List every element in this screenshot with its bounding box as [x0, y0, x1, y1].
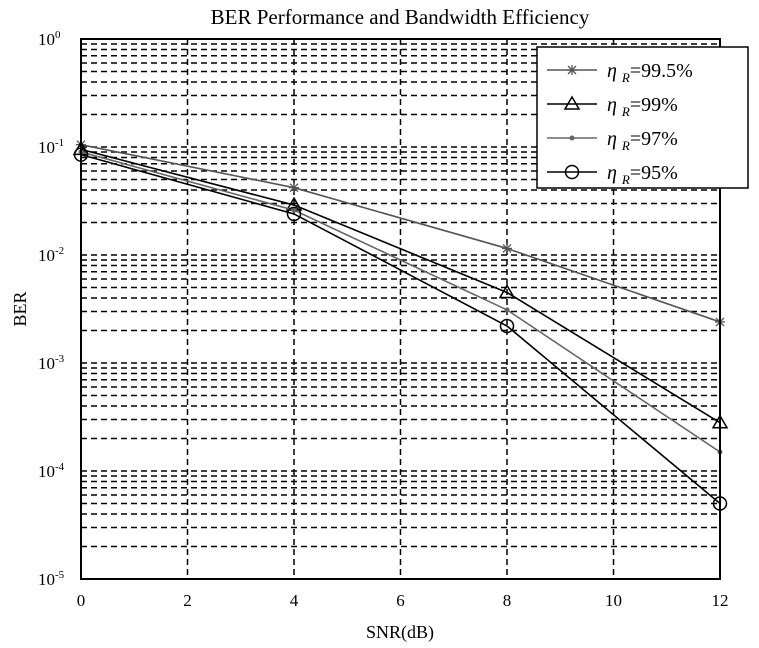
dot-marker: [569, 135, 575, 141]
y-tick-label: 10-3: [38, 353, 65, 373]
x-tick-label: 6: [396, 591, 405, 610]
x-tick-label: 12: [712, 591, 729, 610]
star-marker: [567, 65, 577, 75]
y-tick-label: 100: [38, 29, 61, 49]
legend-label: η R=97%: [607, 128, 678, 153]
x-tick-label: 10: [605, 591, 622, 610]
legend-label: η R=95%: [607, 162, 678, 187]
dot-marker: [504, 307, 510, 313]
y-tick-label: 10-2: [38, 245, 64, 265]
star-stroke: [567, 65, 577, 75]
legend-item: η R=95%: [547, 162, 678, 187]
series-line: [80, 151, 721, 453]
star-marker: [502, 243, 512, 254]
series-line: [80, 148, 721, 424]
chart-title: BER Performance and Bandwidth Efficiency: [211, 5, 590, 29]
x-tick-label: 2: [183, 591, 192, 610]
dot-marker: [291, 207, 297, 213]
circle-marker: [286, 206, 302, 222]
circle-marker: [499, 318, 515, 334]
plot-frame: [80, 38, 721, 580]
x-tick-label: 0: [77, 591, 86, 610]
y-tick-label: 10-5: [38, 569, 65, 589]
series-group: [72, 139, 729, 511]
circle-marker: [564, 164, 580, 180]
triangle-marker: [563, 95, 581, 110]
star-stroke: [289, 183, 299, 193]
legend-label: η R=99.5%: [607, 60, 693, 85]
legend: η R=99.5% η R=99% η R=97% η R=95%: [536, 46, 749, 189]
series-line: [80, 143, 721, 323]
y-tick-label: 10-4: [38, 461, 65, 481]
legend-item: η R=97%: [547, 128, 678, 153]
x-axis-label: SNR(dB): [366, 622, 434, 643]
series-line: [80, 153, 721, 505]
star-stroke: [502, 243, 512, 253]
x-tick-label: 8: [503, 591, 512, 610]
triangle-marker: [498, 283, 516, 299]
star-marker: [289, 182, 299, 193]
y-tick-label: 10-1: [38, 137, 64, 157]
legend-label: η R=99%: [607, 94, 678, 119]
legend-item: η R=99.5%: [547, 60, 693, 85]
x-tick-label: 4: [290, 591, 299, 610]
y-axis-label: BER: [10, 291, 30, 326]
legend-item: η R=99%: [547, 94, 678, 119]
